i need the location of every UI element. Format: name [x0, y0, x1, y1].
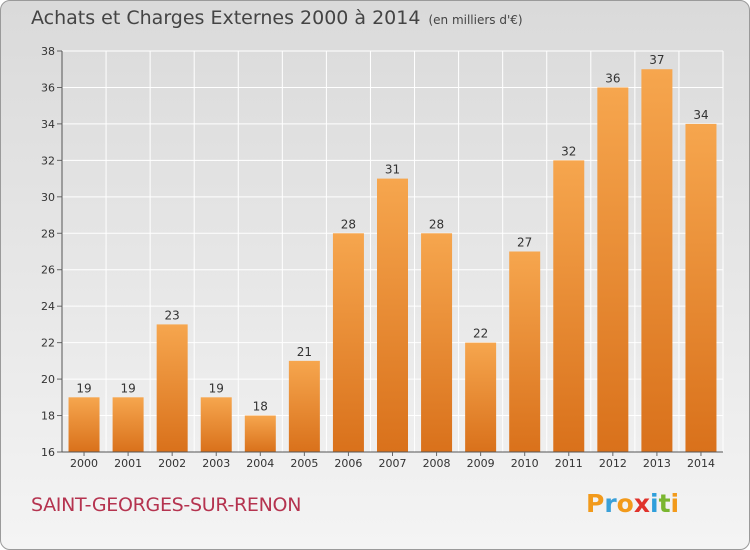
value-label: 19 [209, 381, 224, 395]
x-tick-label: 2010 [511, 457, 539, 470]
value-label: 19 [76, 381, 91, 395]
x-tick-label: 2005 [290, 457, 318, 470]
chart-title: Achats et Charges Externes 2000 à 2014 (e… [31, 7, 523, 29]
commune-name: SAINT-GEORGES-SUR-RENON [31, 494, 302, 516]
x-tick-label: 2012 [599, 457, 627, 470]
value-label: 28 [429, 217, 444, 231]
x-tick-label: 2004 [246, 457, 274, 470]
bar-2012 [597, 87, 629, 453]
x-tick-label: 2014 [687, 457, 715, 470]
title-main: Achats et Charges Externes 2000 à 2014 [31, 7, 421, 29]
proxiti-logo: Proxiti [586, 489, 680, 518]
value-label: 37 [649, 53, 664, 67]
value-label: 27 [517, 236, 532, 250]
x-tick-label: 2007 [379, 457, 407, 470]
x-tick-label: 2008 [423, 457, 451, 470]
y-tick-label: 20 [41, 373, 55, 386]
bar-2002 [156, 324, 188, 452]
bar-2003 [200, 397, 232, 452]
y-tick-label: 24 [41, 300, 55, 313]
x-tick-label: 2003 [202, 457, 230, 470]
value-label: 31 [385, 163, 400, 177]
bar-2010 [509, 251, 541, 452]
y-tick-label: 28 [41, 227, 55, 240]
y-tick-label: 34 [41, 118, 55, 131]
bar-2011 [553, 160, 585, 452]
y-tick-label: 22 [41, 337, 55, 350]
bar-2001 [112, 397, 144, 452]
value-label: 23 [165, 308, 180, 322]
value-label: 36 [605, 71, 620, 85]
x-tick-label: 2009 [467, 457, 495, 470]
x-tick-label: 2006 [334, 457, 362, 470]
bar-2013 [641, 69, 673, 453]
y-tick-label: 32 [41, 154, 55, 167]
value-label: 22 [473, 327, 488, 341]
y-tick-label: 26 [41, 264, 55, 277]
value-label: 32 [561, 144, 576, 158]
x-tick-label: 2002 [158, 457, 186, 470]
y-tick-label: 30 [41, 191, 55, 204]
x-tick-label: 2013 [643, 457, 671, 470]
bar-2000 [68, 397, 100, 452]
bar-2004 [244, 415, 276, 452]
bar-2006 [332, 233, 364, 452]
bar-2005 [288, 360, 320, 452]
value-label: 34 [693, 108, 708, 122]
y-tick-label: 36 [41, 81, 55, 94]
y-tick-label: 18 [41, 410, 55, 423]
x-tick-label: 2011 [555, 457, 583, 470]
bar-2008 [421, 233, 453, 452]
bar-2007 [377, 178, 408, 452]
value-label: 18 [253, 400, 268, 414]
value-label: 21 [297, 345, 312, 359]
y-tick-label: 38 [41, 45, 55, 58]
bar-2014 [685, 123, 717, 452]
bar-layer [68, 69, 717, 453]
y-tick-label: 16 [41, 446, 55, 459]
x-tick-label: 2001 [114, 457, 142, 470]
bar-2009 [465, 342, 497, 452]
value-label: 28 [341, 217, 356, 231]
value-label: 19 [120, 381, 135, 395]
axis-layer: 16 18 20 22 24 26 28 30 32 34 36 38 2000 2001 2002 2003… [41, 45, 723, 470]
label-layer: 19 19 23 19 18 21 28 31 28 22 27 32 36 37 34 [76, 53, 708, 413]
title-unit: (en milliers d'€) [428, 13, 523, 27]
x-tick-label: 2000 [70, 457, 98, 470]
